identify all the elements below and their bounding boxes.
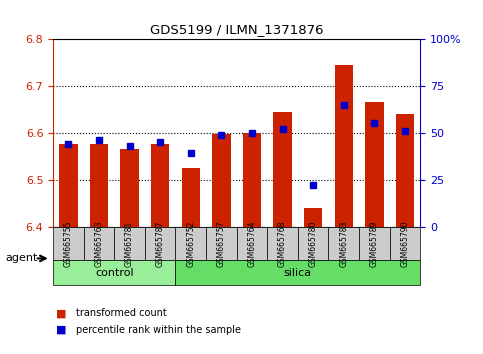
Text: percentile rank within the sample: percentile rank within the sample — [76, 325, 241, 335]
Text: agent: agent — [6, 253, 38, 263]
Text: GSM665787: GSM665787 — [156, 220, 165, 267]
Bar — [273, 112, 292, 227]
Bar — [145, 227, 175, 261]
Text: GSM665790: GSM665790 — [400, 220, 410, 267]
Bar — [396, 114, 414, 227]
Text: GSM665783: GSM665783 — [339, 220, 348, 267]
Text: ■: ■ — [56, 308, 66, 318]
Bar — [335, 65, 353, 227]
Text: GSM665768: GSM665768 — [278, 220, 287, 267]
Bar — [175, 227, 206, 261]
Text: control: control — [95, 268, 134, 278]
Bar — [390, 227, 420, 261]
Bar — [298, 227, 328, 261]
Bar — [90, 144, 108, 227]
Bar — [175, 261, 420, 285]
Text: GSM665781: GSM665781 — [125, 221, 134, 267]
Text: GSM665780: GSM665780 — [309, 220, 318, 267]
Text: ■: ■ — [56, 325, 66, 335]
Bar — [120, 149, 139, 227]
Text: silica: silica — [284, 268, 312, 278]
Text: GDS5199 / ILMN_1371876: GDS5199 / ILMN_1371876 — [150, 23, 324, 36]
Bar — [206, 227, 237, 261]
Bar — [359, 227, 390, 261]
Bar — [243, 133, 261, 227]
Text: GSM665764: GSM665764 — [247, 220, 256, 267]
Bar — [267, 227, 298, 261]
Bar — [365, 102, 384, 227]
Text: GSM665789: GSM665789 — [370, 220, 379, 267]
Bar — [84, 227, 114, 261]
Bar — [182, 168, 200, 227]
Text: GSM665757: GSM665757 — [217, 220, 226, 267]
Text: GSM665763: GSM665763 — [95, 220, 103, 267]
Bar — [212, 134, 230, 227]
Bar — [59, 144, 78, 227]
Bar — [114, 227, 145, 261]
Text: transformed count: transformed count — [76, 308, 167, 318]
Text: GSM665755: GSM665755 — [64, 220, 73, 267]
Bar — [328, 227, 359, 261]
Bar — [304, 208, 322, 227]
Text: GSM665752: GSM665752 — [186, 220, 195, 267]
Bar — [237, 227, 267, 261]
Bar — [53, 227, 84, 261]
Bar — [53, 261, 175, 285]
Bar — [151, 144, 170, 227]
